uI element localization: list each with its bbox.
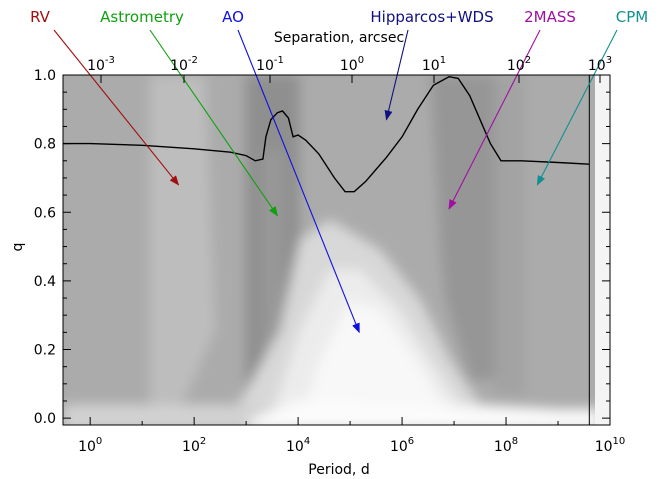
annotation-label-1: Astrometry xyxy=(100,8,184,26)
y-tick-label-5: 1.0 xyxy=(34,68,56,84)
y-tick-label-0: 0.0 xyxy=(34,411,56,427)
annotation-arrow-0 xyxy=(53,29,180,186)
sensitivity-map xyxy=(63,75,610,425)
x-tick-label-2: 104 xyxy=(286,436,310,455)
top-tick-label-5: 102 xyxy=(507,55,531,74)
x-tick-label-0: 100 xyxy=(78,436,102,455)
annotation-label-4: 2MASS xyxy=(524,8,576,26)
annotation-label-0: RV xyxy=(30,8,51,26)
x-axis-title: Period, d xyxy=(308,462,369,478)
top-tick-label-1: 10-2 xyxy=(170,55,198,74)
x-tick-label-3: 106 xyxy=(390,436,414,455)
annotation-arrow-2 xyxy=(237,29,360,334)
top-tick-label-3: 100 xyxy=(340,55,364,74)
annotation-arrow-4 xyxy=(448,29,541,210)
y-tick-label-2: 0.4 xyxy=(34,274,56,290)
annotation-label-3: Hipparcos+WDS xyxy=(370,8,493,26)
x-tick-label-1: 102 xyxy=(182,436,206,455)
annotation-arrow-5 xyxy=(536,29,618,186)
top-tick-label-0: 10-3 xyxy=(87,55,115,74)
top-tick-label-6: 103 xyxy=(588,55,612,74)
annotation-arrow-1 xyxy=(149,29,278,217)
series-line-0 xyxy=(63,75,590,193)
y-tick-label-3: 0.6 xyxy=(34,205,56,221)
annotation-label-5: CPM xyxy=(616,8,648,26)
top-axis-title: Separation, arcsec xyxy=(274,30,404,46)
y-tick-label-4: 0.8 xyxy=(34,137,56,153)
annotation-label-2: AO xyxy=(222,8,244,26)
top-tick-label-4: 101 xyxy=(422,55,446,74)
x-tick-label-5: 1010 xyxy=(595,436,626,455)
x-tick-label-4: 108 xyxy=(494,436,518,455)
y-tick-label-1: 0.2 xyxy=(34,343,56,359)
y-axis-title: q xyxy=(10,243,26,252)
top-tick-label-2: 10-1 xyxy=(256,55,284,74)
plot-frame xyxy=(62,74,611,426)
